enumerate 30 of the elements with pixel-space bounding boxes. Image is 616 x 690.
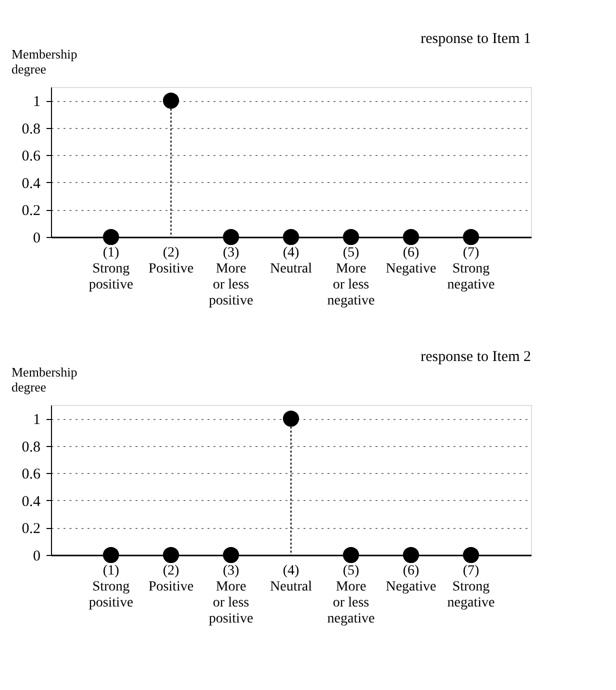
y-tick-label: 0.6 — [22, 148, 41, 165]
y-tick-label: 0.2 — [22, 521, 40, 538]
chart-title: response to Item 2 — [420, 349, 531, 365]
x-tick-label: (2) Positive — [148, 246, 194, 276]
x-tick-label: (4) Neutral — [270, 246, 312, 276]
x-tick-label: (3) More or less positive — [208, 246, 254, 308]
y-tick-label: 0 — [33, 548, 40, 564]
chart-title: response to Item 1 — [420, 31, 531, 47]
x-tick-label: (3) More or less positive — [208, 564, 254, 626]
y-axis-title: Membership degree — [12, 46, 78, 76]
y-tick-label: 0.6 — [22, 466, 41, 483]
y-tick-label: 0.2 — [22, 203, 40, 220]
y-tick-label: 0 — [33, 230, 40, 246]
x-tick-label: (4) Neutral — [270, 564, 312, 594]
x-tick-label: (7) Strong negative — [447, 246, 495, 292]
x-tick-label: (5) More or less negative — [327, 246, 375, 308]
y-tick-label: 0.8 — [22, 121, 40, 138]
y-tick-label: 0.4 — [22, 176, 41, 192]
y-tick-label: 0.8 — [22, 439, 40, 456]
x-tick-label: (6) Negative — [386, 564, 436, 594]
x-tick-label: (2) Positive — [148, 564, 194, 594]
x-tick-label: (1) Strong positive — [88, 564, 134, 610]
x-tick-label: (1) Strong positive — [88, 246, 134, 292]
y-tick-label: 1 — [33, 412, 40, 428]
x-tick-label: (6) Negative — [386, 246, 436, 276]
y-axis-title: Membership degree — [12, 364, 78, 394]
y-tick-label: 0.4 — [22, 494, 41, 510]
x-tick-label: (5) More or less negative — [327, 564, 375, 626]
y-tick-label: 1 — [33, 94, 40, 110]
x-tick-label: (7) Strong negative — [447, 564, 495, 610]
